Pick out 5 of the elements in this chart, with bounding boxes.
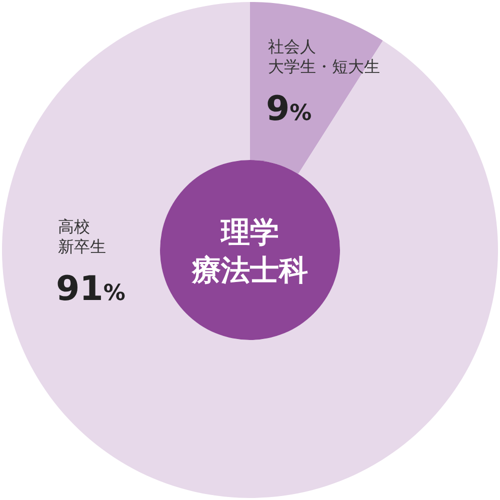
text: 理学療法士科 [191, 215, 308, 287]
data-label: 91% [56, 269, 126, 309]
data-label: 9% [266, 89, 312, 129]
slice-label: 高校新卒生 [58, 217, 106, 256]
slice-label: 社会人大学生・短大生 [268, 37, 380, 76]
